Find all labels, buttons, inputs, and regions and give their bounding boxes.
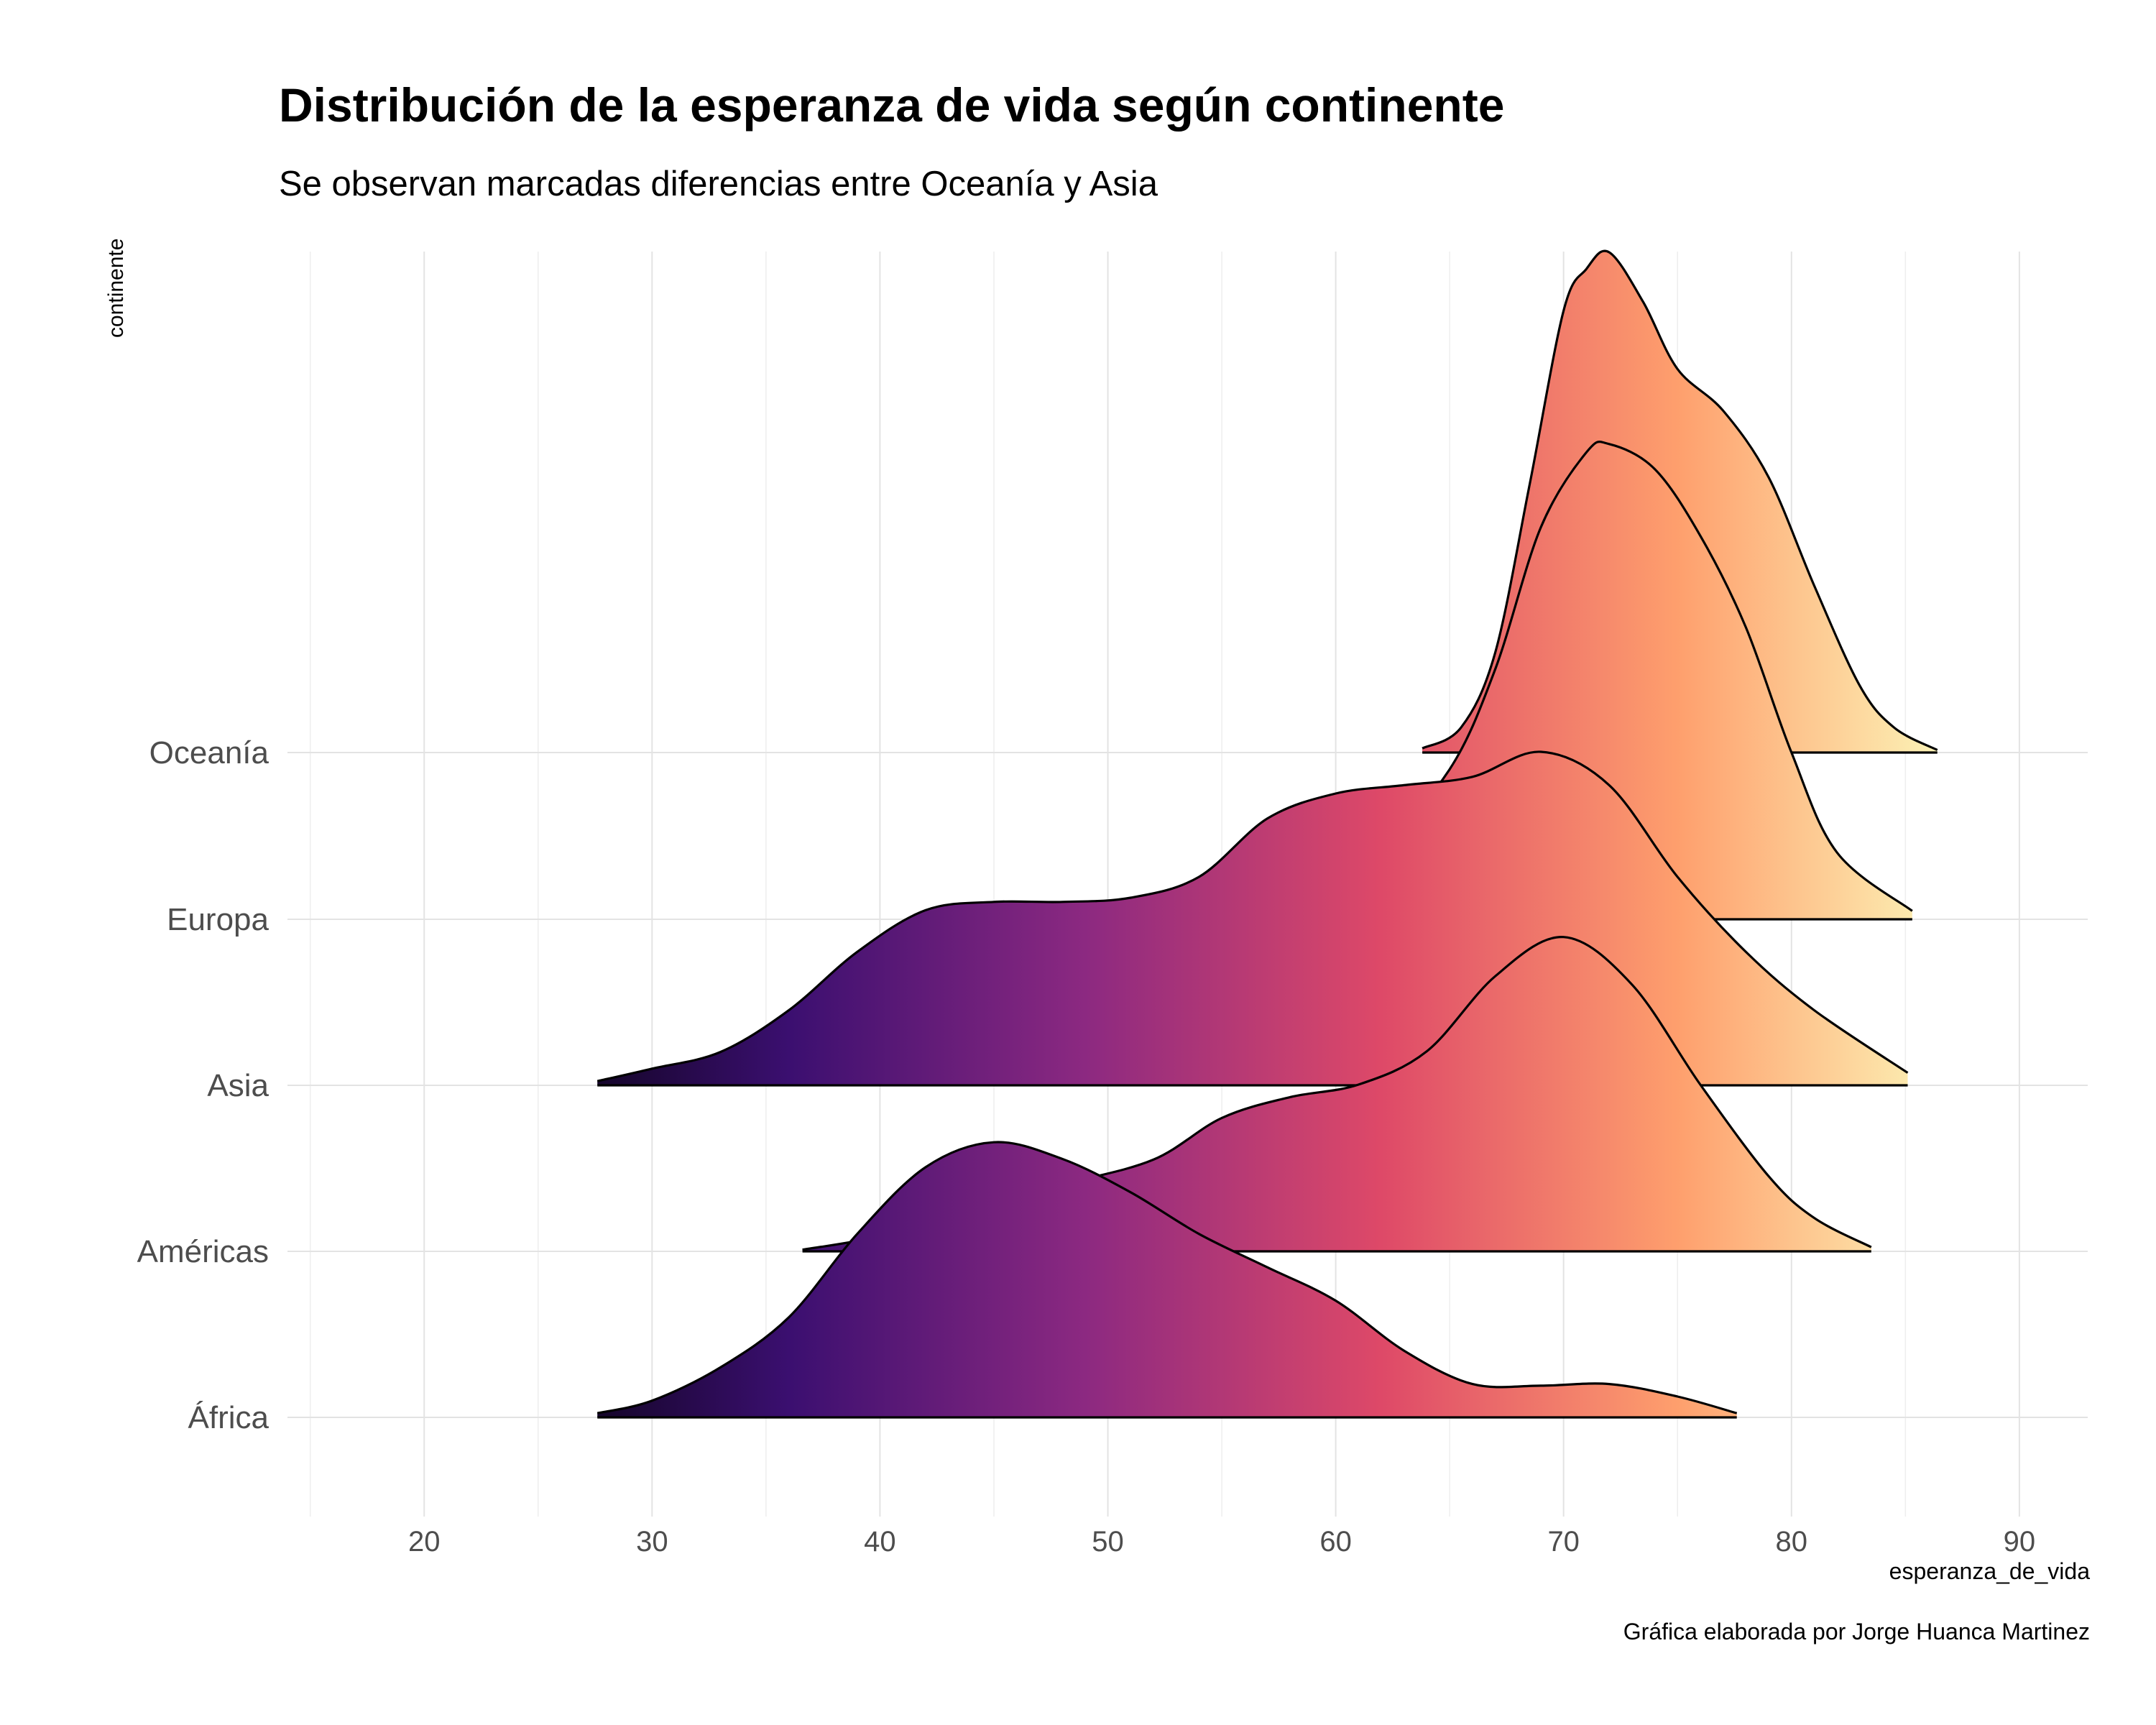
x-tick-label: 30 xyxy=(636,1526,668,1558)
ridges xyxy=(596,249,1938,1419)
y-tick-label: África xyxy=(188,1400,270,1435)
ridge-outline xyxy=(596,750,1909,1082)
x-tick-label: 90 xyxy=(2004,1526,2036,1558)
ridge-áfrica xyxy=(596,1141,1738,1419)
x-tick-label: 50 xyxy=(1092,1526,1124,1558)
x-tick-label: 60 xyxy=(1319,1526,1352,1558)
x-axis-label: esperanza_de_vida xyxy=(1889,1558,2090,1584)
chart-title: Distribución de la esperanza de vida seg… xyxy=(279,78,1505,132)
ridge-outline xyxy=(1422,249,1938,751)
y-tick-label: Oceanía xyxy=(149,735,270,770)
ridge-area xyxy=(1110,441,1912,919)
chart-subtitle: Se observan marcadas diferencias entre O… xyxy=(279,165,1158,203)
x-tick-label: 70 xyxy=(1547,1526,1580,1558)
x-tick-label: 20 xyxy=(408,1526,441,1558)
y-tick-label: Américas xyxy=(137,1234,269,1269)
x-tick-label: 80 xyxy=(1776,1526,1808,1558)
ridge-area xyxy=(597,1142,1737,1417)
y-tick-label: Asia xyxy=(207,1068,269,1103)
x-axis-ticks: 20 30 40 50 60 70 80 90 xyxy=(408,1526,2035,1558)
x-tick-label: 40 xyxy=(864,1526,896,1558)
y-axis-ticks: África Américas Asia Europa Oceanía xyxy=(137,735,270,1435)
y-tick-label: Europa xyxy=(167,902,269,937)
ridge-area xyxy=(802,937,1871,1251)
chart-caption: Gráfica elaborada por Jorge Huanca Marti… xyxy=(1623,1619,2090,1644)
ridge-outline xyxy=(596,1141,1738,1414)
